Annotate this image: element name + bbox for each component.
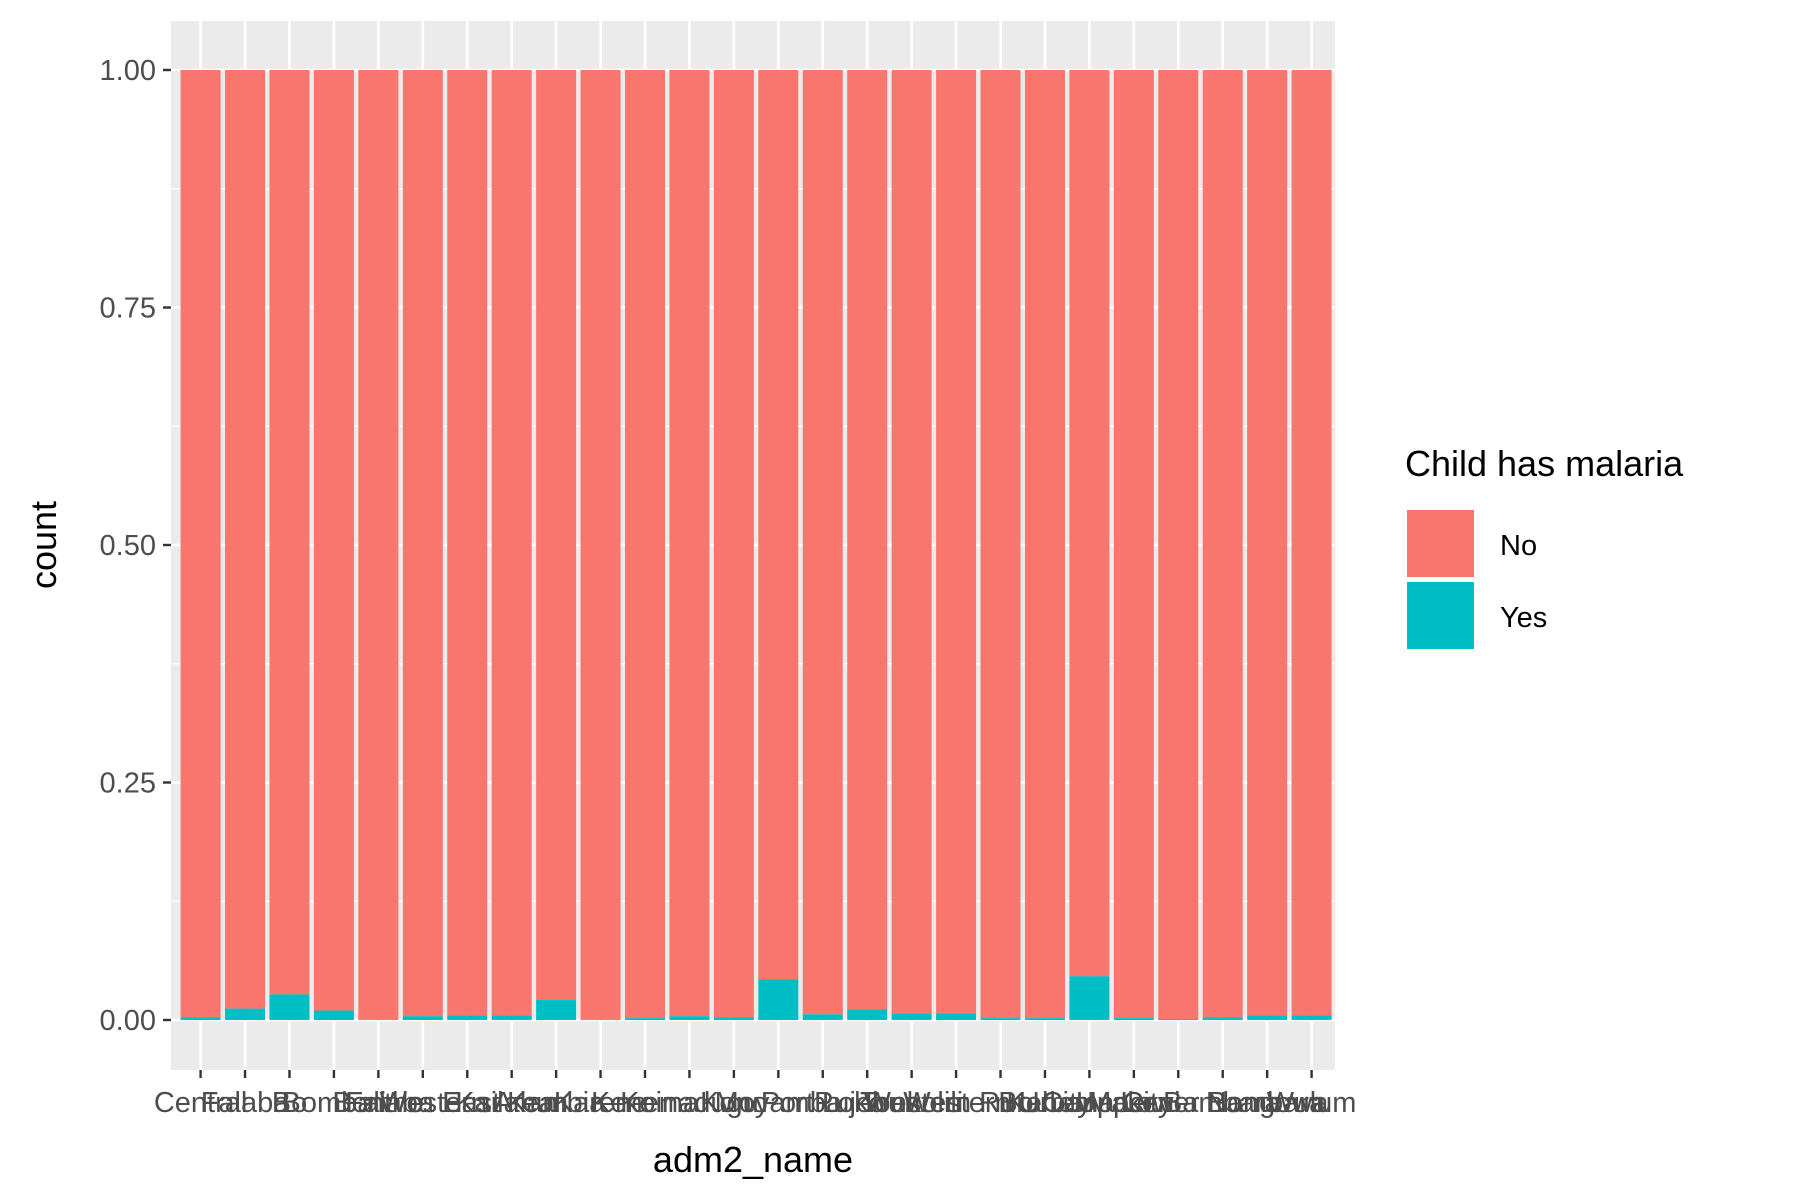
bar-no <box>313 70 354 1011</box>
y-tick-label: 0.00 <box>100 1005 156 1037</box>
x-tick-label: Bo <box>272 1087 307 1119</box>
x-tick-label: Karene <box>554 1087 648 1119</box>
bar-no <box>1113 70 1154 1019</box>
bar-no <box>980 70 1021 1019</box>
x-tick-label: Nongowa <box>1206 1087 1329 1119</box>
bar-no <box>758 70 799 980</box>
x-tick-label: Kambia <box>507 1087 606 1119</box>
bar-yes <box>1069 976 1110 1020</box>
bar-no <box>1247 70 1288 1016</box>
legend-key-yes <box>1407 582 1474 649</box>
bar-no <box>802 70 843 1015</box>
x-axis-title: adm2_name <box>653 1139 853 1180</box>
bar-yes <box>891 1013 932 1020</box>
bar-yes <box>269 994 310 1020</box>
x-tick-label: Tonkolili <box>860 1087 963 1119</box>
bar-no <box>358 70 399 1020</box>
bar-no <box>536 70 577 1001</box>
x-tick-label: Moyamba <box>715 1087 843 1119</box>
bar-no <box>669 70 710 1017</box>
bar-yes <box>625 1018 665 1020</box>
bar-no <box>225 70 266 1009</box>
bar-yes <box>225 1008 266 1020</box>
x-tick-label: Port Loko <box>761 1087 885 1119</box>
bar-no <box>491 70 532 1016</box>
bar-yes <box>491 1015 532 1020</box>
bar-yes <box>847 1009 888 1020</box>
x-tick-label: Wulum <box>1267 1087 1357 1119</box>
x-tick-label: Upper Bambara <box>1076 1087 1282 1119</box>
x-tick-label: Bo City <box>998 1087 1092 1119</box>
bar-no <box>180 70 221 1018</box>
bar-yes <box>180 1017 221 1020</box>
legend-label-no: No <box>1500 530 1537 562</box>
x-tick-label: Bonthe <box>332 1087 424 1119</box>
bar-no <box>1069 70 1110 977</box>
y-axis: 0.00 0.25 0.50 0.75 1.00 <box>100 55 171 1037</box>
bar-no <box>1024 70 1065 1019</box>
bar-yes <box>713 1017 754 1020</box>
bar-yes <box>402 1016 443 1020</box>
bar-yes <box>980 1018 1021 1020</box>
bar-yes <box>1247 1015 1288 1020</box>
bar-no <box>1202 70 1243 1018</box>
x-tick-label: Western Rural <box>864 1087 1049 1119</box>
y-tick-label: 0.75 <box>100 293 156 325</box>
x-tick-label: Western Area <box>380 1087 556 1119</box>
bar-yes <box>313 1010 354 1020</box>
bar-yes <box>1291 1015 1332 1020</box>
bar-no <box>847 70 888 1010</box>
legend-label-yes: Yes <box>1500 602 1547 634</box>
legend-key-no <box>1407 510 1474 577</box>
legend-title: Child has malaria <box>1405 443 1684 484</box>
bar-no <box>1291 70 1332 1016</box>
bar-yes <box>758 979 799 1020</box>
bar-yes <box>1113 1018 1154 1020</box>
bar-no <box>269 70 310 995</box>
x-tick-label: Kono <box>700 1087 768 1119</box>
x-tick-label: Bombali <box>282 1087 387 1119</box>
y-tick-label: 0.25 <box>100 768 156 800</box>
bar-yes <box>669 1016 710 1020</box>
bar-no <box>625 70 665 1019</box>
bar-yes <box>936 1013 977 1020</box>
bar-yes <box>1024 1018 1065 1020</box>
bar-yes <box>1202 1017 1243 1020</box>
bar-yes <box>536 1000 577 1020</box>
x-tick-label: Pujehun <box>814 1087 920 1119</box>
bar-no <box>1158 70 1199 1020</box>
bar-no <box>447 70 488 1016</box>
x-tick-label: Falaba <box>201 1087 291 1119</box>
bar-yes <box>1158 1019 1199 1020</box>
x-tick-label: Koinadugu <box>620 1087 759 1119</box>
x-tick-label: Kenema <box>591 1087 700 1119</box>
x-tick-label: Makeni <box>1087 1087 1181 1119</box>
bar-no <box>936 70 977 1014</box>
y-tick-label: 1.00 <box>100 55 156 87</box>
y-axis-title: count <box>23 501 64 589</box>
x-tick-label: Western Urban <box>903 1087 1098 1119</box>
x-tick-label: Kailahun <box>455 1087 568 1119</box>
legend: Child has malaria No Yes <box>1405 443 1684 649</box>
y-tick-label: 0.50 <box>100 530 156 562</box>
bars <box>180 70 1332 1020</box>
x-tick-label: Lower Bambara <box>1120 1087 1326 1119</box>
bar-no <box>580 70 621 1020</box>
bar-no <box>402 70 443 1017</box>
bar-yes <box>447 1015 488 1020</box>
bar-yes <box>802 1014 843 1020</box>
bar-no <box>891 70 932 1014</box>
x-tick-label: Falaba East <box>345 1087 500 1119</box>
x-tick-label: Central <box>154 1087 248 1119</box>
x-tick-label: Kenema City <box>1006 1087 1173 1119</box>
bar-no <box>713 70 754 1018</box>
